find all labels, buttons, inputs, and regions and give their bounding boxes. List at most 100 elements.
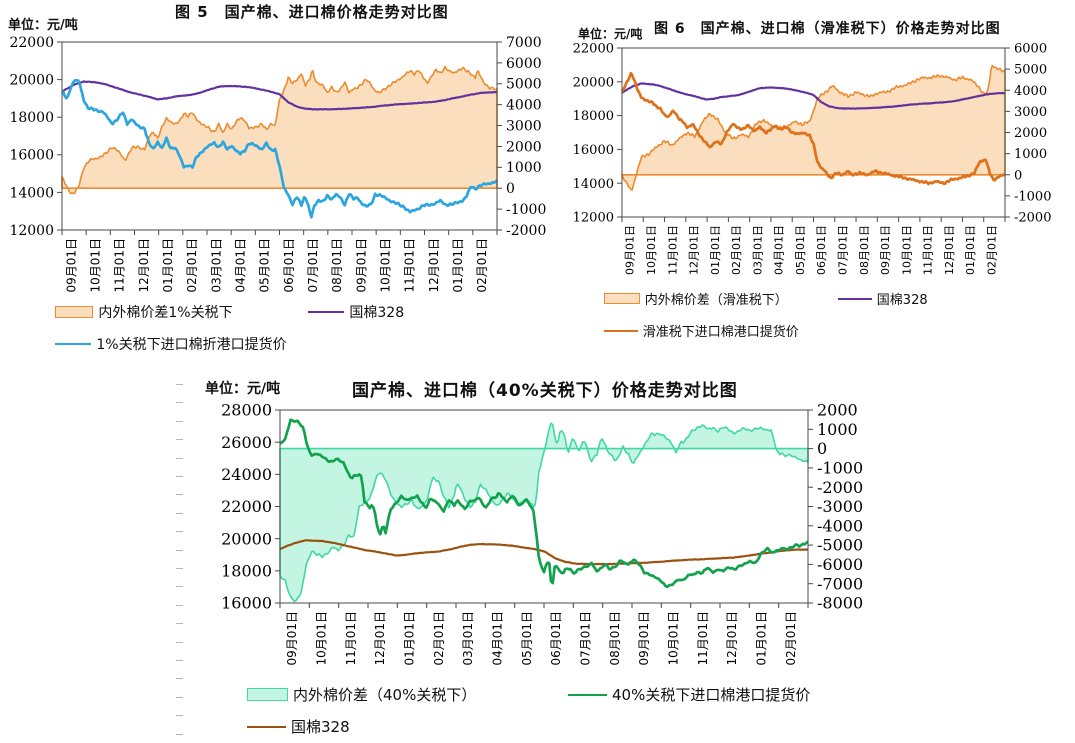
left-tick-label: 14000 xyxy=(9,185,54,201)
left-tick-label: 20000 xyxy=(221,529,272,548)
x-tick-label: 01月01日 xyxy=(403,611,417,666)
right-axis: 6000 5000 4000 3000 2000 1000 0 -1000 -2000 xyxy=(1005,42,1051,226)
x-tick-label: 11月01日 xyxy=(344,611,358,666)
ruler-tick xyxy=(176,660,183,661)
price-chart-svg: 2200020000180001600014000120007000600050… xyxy=(9,35,546,293)
legend-label: 1%关税下进口棉折港口提货价 xyxy=(96,337,287,353)
x-tick-label: 08月01日 xyxy=(858,225,871,275)
legend-line-swatch xyxy=(838,297,872,300)
x-tick-label: 04月01日 xyxy=(773,225,786,275)
x-tick-label: 11月01日 xyxy=(666,225,679,275)
left-tick-label: 22000 xyxy=(9,35,54,51)
x-tick-label: 05月01日 xyxy=(258,238,272,293)
right-tick-label: 4000 xyxy=(1014,84,1047,99)
x-axis: 09月01日 10月01日 11月01日 12月01日 01月01日 02月01日 03月0… xyxy=(621,217,1006,275)
left-tick-label: 16000 xyxy=(9,148,54,164)
right-tick-label: -2000 xyxy=(506,223,546,239)
price-chart-svg: 2800026000240002200020000180001600020001… xyxy=(221,401,863,666)
ruler-tick xyxy=(176,420,183,422)
legend-line-swatch xyxy=(604,329,638,332)
right-tick-label: 2000 xyxy=(506,139,542,155)
x-tick-label: 10月01日 xyxy=(900,225,913,275)
right-tick-label: 2000 xyxy=(1014,126,1047,141)
x-tick-label: 03月01日 xyxy=(751,225,764,275)
left-tick-label: 16000 xyxy=(221,594,272,613)
x-tick-label: 10月01日 xyxy=(379,238,393,293)
right-axis: 200010000-1000-2000-3000-4000-5000-6000-… xyxy=(808,401,863,613)
left-tick-label: 18000 xyxy=(573,109,614,124)
x-tick-label: 12月01日 xyxy=(373,611,387,666)
ruler-tick xyxy=(176,715,183,717)
right-tick-label: 1000 xyxy=(506,160,542,176)
ruler-tick xyxy=(176,733,183,735)
legend-label: 国棉328 xyxy=(291,718,350,736)
legend-item: 内外棉价差（40%关税下） xyxy=(247,684,476,705)
legend-line-swatch xyxy=(308,311,345,313)
x-tick-label: 03月01日 xyxy=(209,238,223,293)
x-tick-label: 02月01日 xyxy=(985,225,998,275)
x-tick-label: 05月01日 xyxy=(520,611,534,666)
right-tick-label: 0 xyxy=(506,181,515,197)
ruler-tick xyxy=(176,476,183,477)
x-tick-label: 11月01日 xyxy=(922,225,935,275)
right-tick-label: 0 xyxy=(817,439,827,458)
x-tick-label: 09月01日 xyxy=(64,238,78,293)
x-tick-label: 07月01日 xyxy=(837,225,850,275)
x-tick-label: 12月01日 xyxy=(688,225,701,275)
legend-label: 内外棉价差1%关税下 xyxy=(98,305,233,321)
x-tick-label: 10月01日 xyxy=(645,225,658,275)
left-tick-label: 20000 xyxy=(9,73,54,89)
spread-area xyxy=(61,65,498,195)
ruler-tick xyxy=(176,457,183,459)
ruler-tick xyxy=(176,531,183,533)
x-tick-label: 12月01日 xyxy=(725,611,739,666)
left-tick-label: 28000 xyxy=(221,401,272,420)
x-tick-label: 10月01日 xyxy=(667,611,681,666)
x-tick-label: 04月01日 xyxy=(491,611,505,666)
left-tick-label: 12000 xyxy=(573,211,614,226)
x-tick-label: 09月01日 xyxy=(624,225,637,275)
left-tick-label: 18000 xyxy=(9,110,54,126)
price-line xyxy=(621,71,1006,186)
legend-label: 内外棉价差（滑准税下） xyxy=(644,293,788,308)
spread-area xyxy=(279,422,809,602)
x-tick-label: 06月01日 xyxy=(815,225,828,275)
x-tick-label: 09月01日 xyxy=(879,225,892,275)
legend-area-swatch xyxy=(604,292,640,305)
ruler-tick xyxy=(176,678,183,680)
right-tick-label: 5000 xyxy=(506,77,542,93)
x-tick-label: 10月01日 xyxy=(89,238,103,293)
legend-item: 1%关税下进口棉折港口提货价 xyxy=(55,334,287,354)
chart-title: 国产棉、进口棉（40%关税下）价格走势对比图 xyxy=(352,381,738,401)
right-tick-label: 6000 xyxy=(506,56,542,72)
left-tick-label: 16000 xyxy=(573,143,614,158)
ruler-tick xyxy=(176,439,183,441)
x-tick-label: 01月01日 xyxy=(709,225,722,275)
axis-unit-label: 单位：元/吨 xyxy=(205,381,281,397)
axis-unit-label: 单位：元/吨 xyxy=(578,27,643,41)
price-chart-svg: 2200020000180001600014000120006000500040… xyxy=(573,42,1052,275)
right-tick-label: 2000 xyxy=(817,401,858,420)
legend-label: 内外棉价差（40%关税下） xyxy=(293,686,477,704)
x-axis: 09月01日 10月01日 11月01日 12月01日 01月01日 02月01日 03月0… xyxy=(61,230,498,293)
right-tick-label: -1000 xyxy=(817,459,863,478)
legend-line-swatch xyxy=(247,725,286,728)
ruler-tick xyxy=(176,623,183,625)
x-tick-label: 01月01日 xyxy=(964,225,977,275)
legend-label: 国棉328 xyxy=(349,305,405,321)
left-tick-label: 24000 xyxy=(221,465,272,484)
x-tick-label: 05月01日 xyxy=(794,225,807,275)
x-tick-label: 09月01日 xyxy=(285,611,299,666)
legend-item: 滑准税下进口棉港口提货价 xyxy=(604,321,799,340)
legend-label: 滑准税下进口棉港口提货价 xyxy=(642,325,799,340)
legend-line-swatch xyxy=(568,693,607,696)
chart-title: 图 6 国产棉、进口棉（滑准税下）价格走势对比图 xyxy=(654,21,1001,37)
right-tick-label: -2000 xyxy=(1014,211,1051,226)
legend-item: 国棉328 xyxy=(838,289,928,308)
legend-item: 国棉328 xyxy=(247,716,350,737)
legend-area-swatch xyxy=(247,687,288,702)
legend-area-swatch xyxy=(55,305,94,319)
left-tick-label: 22000 xyxy=(573,42,614,57)
right-tick-label: -3000 xyxy=(817,497,863,516)
